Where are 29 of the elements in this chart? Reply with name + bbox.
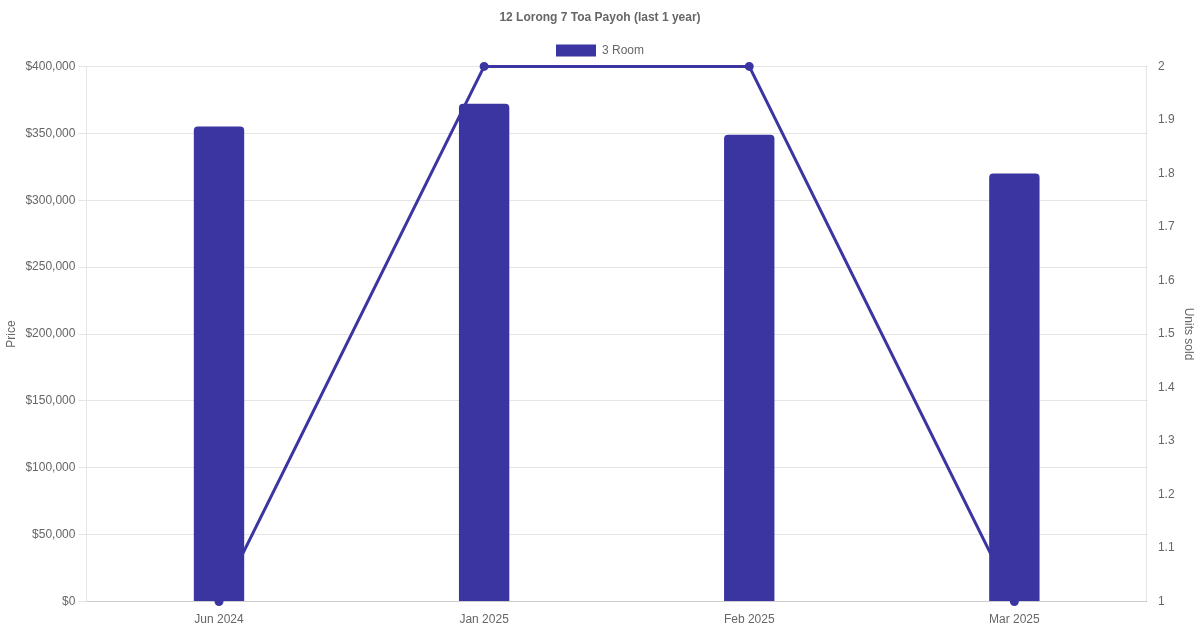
y-tick-label: $350,000 — [25, 125, 76, 140]
y2-tick-label: 1.7 — [1157, 219, 1175, 234]
y2-tick-label: 1.3 — [1157, 433, 1175, 448]
y-axis-title: Price — [3, 320, 18, 348]
bar — [724, 134, 775, 602]
x-tick-label: Jan 2025 — [459, 612, 510, 627]
x-tick-label: Mar 2025 — [989, 612, 1041, 627]
legend-label: 3 Room — [601, 42, 645, 57]
y2-tick-label: 1.8 — [1157, 165, 1175, 180]
x-tick-label: Jun 2024 — [194, 612, 245, 627]
y-tick-label: $100,000 — [25, 460, 76, 475]
y2-tick-label: 1.6 — [1157, 272, 1175, 287]
y2-tick-label: 1.2 — [1157, 486, 1175, 501]
chart-title: 12 Lorong 7 Toa Payoh (last 1 year) — [499, 9, 701, 24]
y2-tick-label: 1.5 — [1157, 326, 1175, 341]
y2-tick-label: 1.4 — [1157, 379, 1175, 394]
y-tick-label: $50,000 — [32, 527, 76, 542]
y-tick-label: $200,000 — [25, 326, 76, 341]
x-tick-label: Feb 2025 — [723, 612, 775, 627]
y2-tick-label: 1.1 — [1157, 540, 1175, 555]
y-tick-label: $0 — [62, 593, 76, 608]
y2-tick-label: 1.9 — [1157, 112, 1175, 127]
y2-tick-label: 2 — [1157, 58, 1165, 73]
y2-axis-title: Units sold — [1182, 307, 1197, 361]
y-tick-label: $250,000 — [25, 259, 76, 274]
y-tick-label: $150,000 — [25, 393, 76, 408]
y2-tick-label: 1 — [1157, 593, 1165, 608]
y-tick-label: $400,000 — [25, 58, 76, 73]
y-tick-label: $300,000 — [25, 192, 76, 207]
